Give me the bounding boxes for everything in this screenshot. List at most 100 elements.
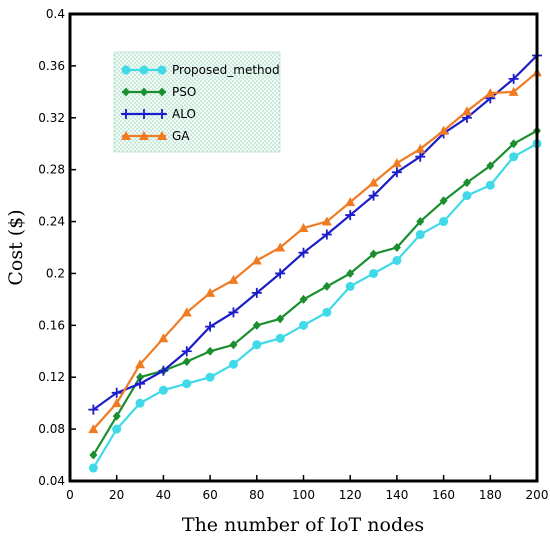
- x-tick-label: 20: [109, 488, 124, 502]
- data-point-proposed-method: [135, 398, 145, 408]
- data-point-alo: [298, 247, 309, 258]
- data-point-pso: [462, 178, 471, 188]
- data-point-pso: [439, 196, 448, 206]
- data-point-proposed-method: [322, 307, 332, 317]
- data-point-proposed-method: [228, 359, 238, 369]
- legend-label-ga: GA: [172, 129, 190, 143]
- legend-marker-pso: [140, 87, 148, 97]
- data-point-proposed-method: [299, 320, 308, 330]
- legend-label-proposed-method: Proposed_method: [172, 63, 280, 77]
- data-point-ga: [228, 274, 239, 284]
- data-point-pso: [182, 357, 191, 367]
- x-tick-label: 200: [526, 488, 549, 502]
- y-tick-label: 0.36: [38, 59, 65, 73]
- data-point-ga: [111, 398, 122, 408]
- data-point-alo: [368, 190, 379, 201]
- data-point-ga: [158, 333, 169, 343]
- data-point-pso: [252, 320, 261, 330]
- x-tick-label: 140: [385, 488, 408, 502]
- data-point-ga: [88, 424, 99, 434]
- x-tick-label: 40: [156, 488, 171, 502]
- data-point-alo: [508, 73, 519, 84]
- legend-marker-pso: [122, 87, 130, 97]
- data-point-ga: [321, 216, 332, 226]
- data-point-ga: [415, 143, 426, 153]
- data-point-pso: [136, 372, 145, 382]
- data-point-ga: [461, 106, 472, 116]
- legend: Proposed_method PSO ALO GA: [113, 51, 281, 153]
- legend-marker-alo: [139, 109, 149, 119]
- series-line-pso: [92, 129, 538, 456]
- y-tick-label: 0.4: [46, 7, 65, 21]
- data-point-proposed-method: [392, 255, 402, 265]
- data-point-pso: [299, 294, 308, 304]
- data-point-ga: [438, 125, 449, 135]
- x-tick-label: 100: [292, 488, 315, 502]
- x-tick-label: 180: [479, 488, 502, 502]
- data-point-alo: [158, 365, 169, 376]
- data-point-proposed-method: [112, 424, 122, 434]
- data-point-alo: [228, 307, 239, 318]
- data-point-alo: [251, 287, 262, 298]
- data-point-ga: [485, 88, 496, 98]
- y-axis-title: Cost ($): [5, 209, 27, 285]
- data-point-alo: [111, 387, 122, 398]
- data-point-ga: [275, 242, 286, 252]
- data-point-proposed-method: [252, 340, 262, 350]
- data-point-alo: [205, 321, 216, 332]
- x-tick-label: 80: [249, 488, 264, 502]
- y-tick-label: 0.12: [38, 370, 65, 384]
- data-point-ga: [391, 158, 402, 168]
- data-point-proposed-method: [345, 281, 355, 291]
- series-alo: [88, 50, 542, 415]
- data-point-proposed-method: [462, 191, 472, 201]
- data-point-pso: [369, 249, 378, 259]
- data-point-alo: [415, 151, 426, 162]
- data-point-proposed-method: [275, 333, 285, 343]
- series-ga: [88, 67, 542, 434]
- data-point-pso: [322, 281, 331, 291]
- x-axis-title: The number of IoT nodes: [182, 514, 424, 536]
- x-tick-label: 160: [432, 488, 455, 502]
- legend-marker-ga: [121, 131, 131, 140]
- series-line-proposed-method: [92, 142, 538, 469]
- data-point-proposed-method: [88, 463, 98, 473]
- data-point-pso: [509, 139, 518, 149]
- data-point-pso: [89, 450, 98, 460]
- series-pso: [89, 126, 541, 460]
- data-point-proposed-method: [509, 152, 519, 162]
- legend-marker-alo: [157, 109, 167, 119]
- data-point-ga: [205, 287, 216, 297]
- y-tick-label: 0.16: [38, 318, 65, 332]
- x-tick-label: 60: [202, 488, 217, 502]
- x-tick-label: 120: [339, 488, 362, 502]
- data-point-alo: [321, 229, 332, 240]
- data-point-pso: [392, 243, 401, 252]
- data-point-pso: [346, 268, 355, 278]
- x-tick-label: 0: [66, 488, 74, 502]
- y-tick-label: 0.24: [38, 215, 65, 229]
- data-point-ga: [298, 223, 309, 233]
- data-point-proposed-method: [158, 385, 168, 395]
- legend-marker-proposed-method: [139, 65, 149, 75]
- data-point-alo: [88, 404, 99, 415]
- legend-marker-ga: [157, 131, 167, 140]
- data-point-alo: [181, 346, 192, 357]
- series-proposed-method: [88, 139, 542, 473]
- data-point-alo: [275, 268, 286, 279]
- data-point-pso: [229, 340, 238, 350]
- data-point-proposed-method: [485, 180, 495, 190]
- y-tick-label: 0.08: [38, 422, 65, 436]
- data-point-proposed-method: [415, 230, 425, 240]
- data-point-alo: [345, 210, 356, 221]
- y-tick-label: 0.32: [38, 111, 65, 125]
- legend-marker-proposed-method: [121, 65, 131, 75]
- data-point-proposed-method: [205, 372, 215, 382]
- legend-label-alo: ALO: [172, 107, 196, 121]
- y-tick-label: 0.2: [46, 266, 65, 280]
- legend-marker-alo: [121, 109, 131, 119]
- plot-frame: [68, 12, 539, 483]
- data-point-pso: [486, 161, 495, 171]
- y-tick-label: 0.04: [38, 474, 65, 488]
